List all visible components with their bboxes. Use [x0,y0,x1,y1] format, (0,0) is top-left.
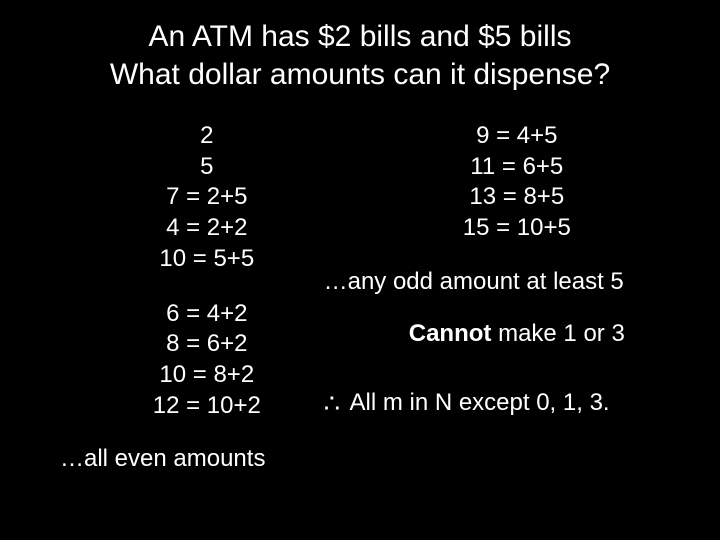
list-item: 11 = 6+5 [344,152,690,183]
left-block-2: 6 = 4+2 8 = 6+2 10 = 8+2 12 = 10+2 [80,299,334,422]
content-columns: 2 5 7 = 2+5 4 = 2+2 10 = 5+5 6 = 4+2 8 =… [30,121,690,473]
list-item: 6 = 4+2 [80,299,334,330]
list-item: 13 = 8+5 [344,182,690,213]
list-item: 12 = 10+2 [80,391,334,422]
list-item: 4 = 2+2 [80,213,334,244]
left-conclusion: …all even amounts [60,445,334,473]
list-item: 2 [80,121,334,152]
cannot-line: Cannot make 1 or 3 [344,320,690,348]
slide: An ATM has $2 bills and $5 bills What do… [0,0,720,540]
therefore-line: ∴ All m in N except 0, 1, 3. [324,388,690,419]
list-item: 15 = 10+5 [344,213,690,244]
odd-amount-line: …any odd amount at least 5 [324,268,690,296]
left-block-1: 2 5 7 = 2+5 4 = 2+2 10 = 5+5 [80,121,334,275]
list-item: 8 = 6+2 [80,329,334,360]
cannot-rest: make 1 or 3 [491,320,624,347]
right-block-1: 9 = 4+5 11 = 6+5 13 = 8+5 15 = 10+5 [344,121,690,244]
title-line-2: What dollar amounts can it dispense? [110,58,610,91]
list-item: 5 [80,152,334,183]
slide-title: An ATM has $2 bills and $5 bills What do… [30,18,690,93]
list-item: 10 = 8+2 [80,360,334,391]
title-line-1: An ATM has $2 bills and $5 bills [148,20,571,53]
list-item: 9 = 4+5 [344,121,690,152]
right-column: 9 = 4+5 11 = 6+5 13 = 8+5 15 = 10+5 …any… [334,121,690,473]
cannot-bold: Cannot [409,320,492,347]
list-item: 10 = 5+5 [80,244,334,275]
left-column: 2 5 7 = 2+5 4 = 2+2 10 = 5+5 6 = 4+2 8 =… [30,121,334,473]
therefore-symbol: ∴ [324,388,341,419]
therefore-text: All m in N except 0, 1, 3. [344,389,609,416]
list-item: 7 = 2+5 [80,182,334,213]
